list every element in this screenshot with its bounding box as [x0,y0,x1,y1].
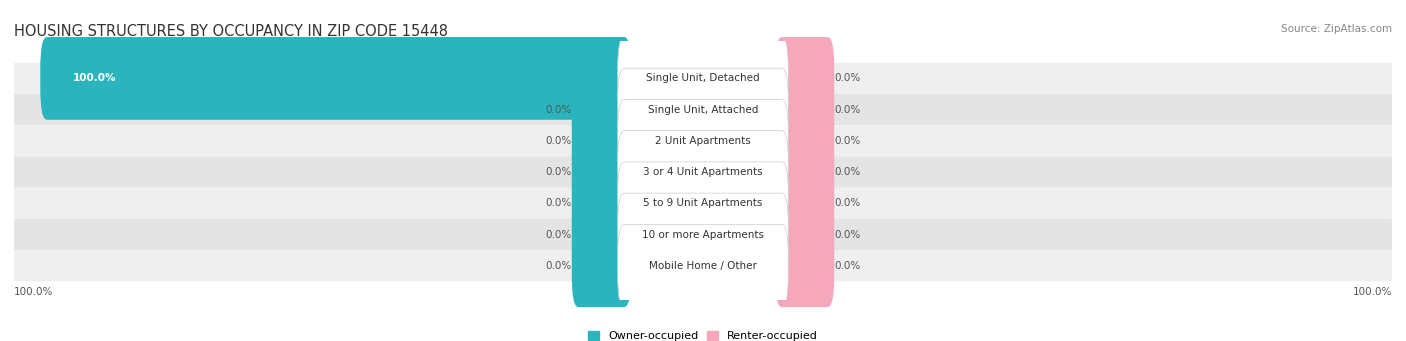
FancyBboxPatch shape [617,131,789,213]
FancyBboxPatch shape [617,100,789,182]
Text: 100.0%: 100.0% [14,287,53,297]
Text: 0.0%: 0.0% [546,167,572,177]
Text: HOUSING STRUCTURES BY OCCUPANCY IN ZIP CODE 15448: HOUSING STRUCTURES BY OCCUPANCY IN ZIP C… [14,24,449,39]
Text: 0.0%: 0.0% [834,261,860,271]
FancyBboxPatch shape [41,37,631,120]
FancyBboxPatch shape [775,68,834,151]
FancyBboxPatch shape [14,219,1392,250]
FancyBboxPatch shape [572,68,631,151]
FancyBboxPatch shape [775,162,834,244]
Text: 5 to 9 Unit Apartments: 5 to 9 Unit Apartments [644,198,762,208]
Text: 3 or 4 Unit Apartments: 3 or 4 Unit Apartments [643,167,763,177]
FancyBboxPatch shape [14,250,1392,281]
Legend: Owner-occupied, Renter-occupied: Owner-occupied, Renter-occupied [588,331,818,341]
Text: 0.0%: 0.0% [834,73,860,84]
FancyBboxPatch shape [14,188,1392,219]
FancyBboxPatch shape [14,63,1392,94]
FancyBboxPatch shape [572,100,631,182]
FancyBboxPatch shape [775,131,834,213]
FancyBboxPatch shape [775,224,834,307]
FancyBboxPatch shape [572,162,631,244]
Text: Mobile Home / Other: Mobile Home / Other [650,261,756,271]
FancyBboxPatch shape [775,193,834,276]
FancyBboxPatch shape [617,37,789,120]
FancyBboxPatch shape [617,68,789,151]
FancyBboxPatch shape [572,131,631,213]
FancyBboxPatch shape [572,224,631,307]
FancyBboxPatch shape [617,224,789,307]
Text: 0.0%: 0.0% [546,105,572,115]
Text: 0.0%: 0.0% [834,229,860,239]
Text: Source: ZipAtlas.com: Source: ZipAtlas.com [1281,24,1392,34]
Text: Single Unit, Attached: Single Unit, Attached [648,105,758,115]
Text: 2 Unit Apartments: 2 Unit Apartments [655,136,751,146]
FancyBboxPatch shape [775,100,834,182]
Text: 10 or more Apartments: 10 or more Apartments [643,229,763,239]
Text: 0.0%: 0.0% [834,198,860,208]
Text: 0.0%: 0.0% [546,198,572,208]
Text: 100.0%: 100.0% [73,73,117,84]
FancyBboxPatch shape [617,162,789,244]
Text: Single Unit, Detached: Single Unit, Detached [647,73,759,84]
FancyBboxPatch shape [14,157,1392,188]
Text: 0.0%: 0.0% [834,167,860,177]
Text: 0.0%: 0.0% [546,136,572,146]
FancyBboxPatch shape [572,193,631,276]
FancyBboxPatch shape [14,94,1392,125]
FancyBboxPatch shape [775,37,834,120]
FancyBboxPatch shape [617,193,789,276]
Text: 0.0%: 0.0% [546,261,572,271]
Text: 0.0%: 0.0% [546,229,572,239]
Text: 100.0%: 100.0% [1353,287,1392,297]
Text: 0.0%: 0.0% [834,136,860,146]
Text: 0.0%: 0.0% [834,105,860,115]
FancyBboxPatch shape [14,125,1392,157]
